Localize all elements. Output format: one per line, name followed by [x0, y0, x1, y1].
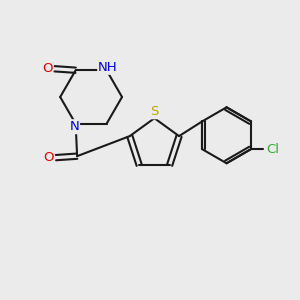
Text: N: N: [69, 120, 79, 133]
Text: Cl: Cl: [266, 143, 279, 156]
Text: O: O: [42, 62, 52, 75]
Text: NH: NH: [98, 61, 118, 74]
Text: O: O: [43, 151, 54, 164]
Text: S: S: [150, 105, 159, 118]
